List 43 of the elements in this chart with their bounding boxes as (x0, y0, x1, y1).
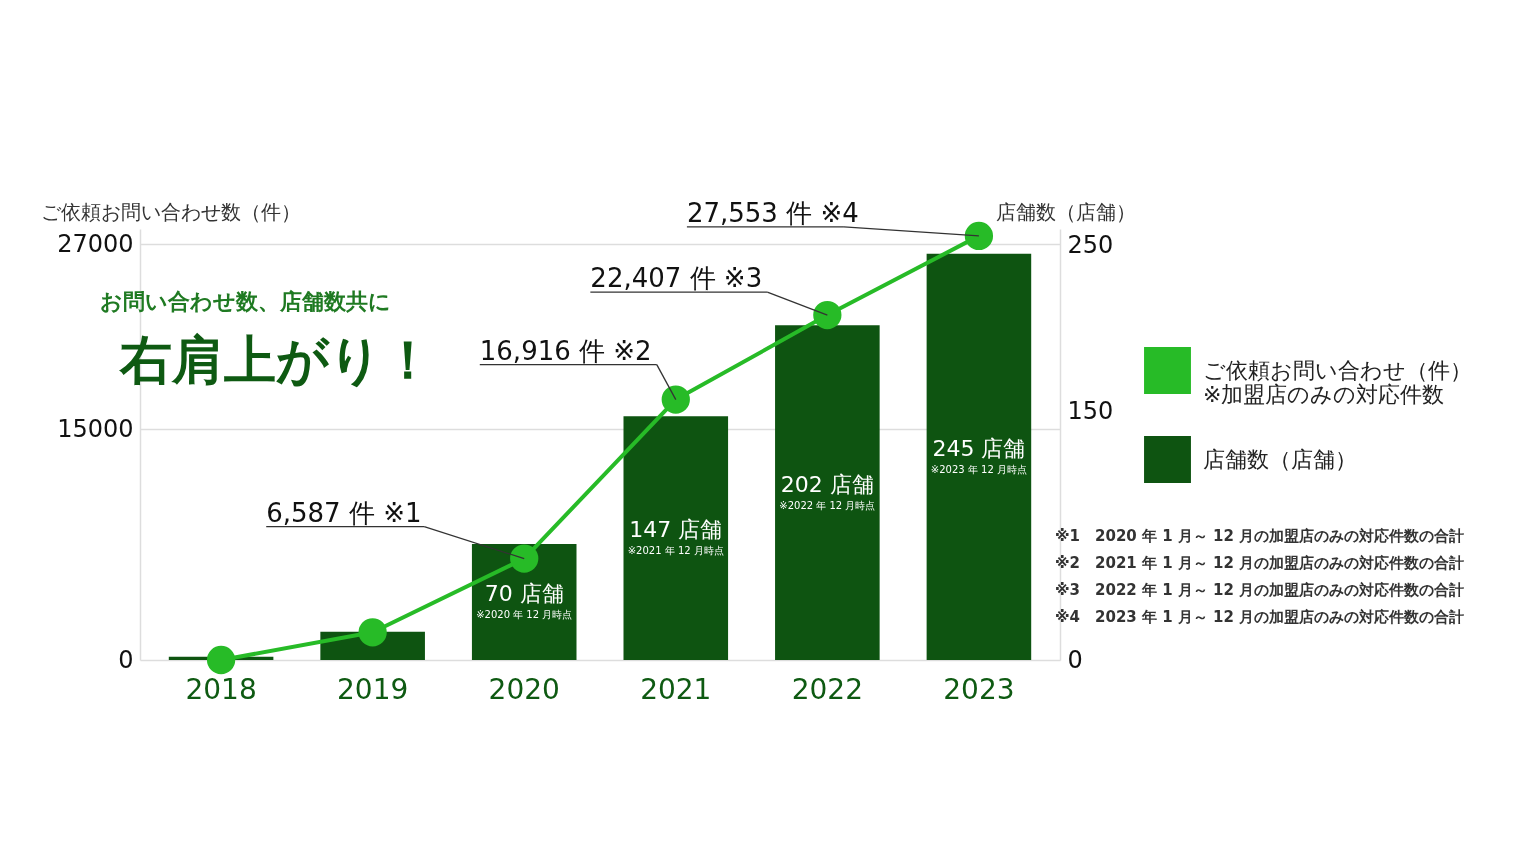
y-axis-title: ご依頼お問い合わせ数（件） (40, 199, 301, 224)
data-label: 202 店舗 (780, 471, 874, 497)
x-tick-label: 2022 (791, 672, 863, 706)
x-tick-label: 2023 (943, 672, 1015, 706)
x-tick-label: 2018 (185, 672, 257, 706)
annotation: ※1 2020 年 1 月～ 12 月の加盟店のみの対応件数の合計 (1055, 527, 1465, 545)
y-tick-label: 0 (118, 645, 134, 674)
y2-tick-label: 150 (1067, 396, 1114, 425)
annotation: 16,916 件 ※2 (479, 335, 652, 366)
text: 右肩上がり！ (118, 330, 434, 390)
point (813, 300, 842, 330)
annotation: 22,407 件 ※3 (590, 263, 763, 294)
y-tick-label: 15000 (57, 414, 134, 443)
bar (623, 416, 729, 660)
annotation: ※2 2021 年 1 月～ 12 月の加盟店のみの対応件数の合計 (1055, 554, 1465, 572)
legend-label: ご依頼お問い合わせ（件） ※加盟店のみの対応件数 (1203, 357, 1472, 407)
x-tick-label: 2021 (640, 672, 712, 706)
point (358, 618, 387, 647)
bar (926, 253, 1032, 660)
y2-tick-label: 250 (1067, 231, 1114, 260)
annotation: 27,553 件 ※4 (686, 197, 859, 228)
data-label: 70 店舗 (484, 580, 564, 606)
annotation: ※3 2022 年 1 月～ 12 月の加盟店のみの対応件数の合計 (1055, 581, 1465, 599)
point (510, 544, 539, 573)
annotation: ※2021 年 12 月時点 (627, 545, 724, 557)
annotation: ※2022 年 12 月時点 (779, 499, 876, 511)
y2-axis-title: 店舗数（店舗） (995, 199, 1136, 224)
x-tick-label: 2020 (488, 672, 560, 706)
annotation: ※2023 年 12 月時点 (930, 463, 1027, 475)
point (206, 645, 236, 675)
x-tick-label: 2019 (337, 672, 409, 706)
bar (775, 325, 880, 660)
data-label: 245 店舗 (932, 435, 1026, 461)
y2-tick-label: 0 (1067, 645, 1083, 674)
annotation: 6,587 件 ※1 (266, 497, 422, 528)
point (661, 385, 690, 414)
annotation: ※4 2023 年 1 月～ 12 月の加盟店のみの対応件数の合計 (1055, 608, 1465, 626)
data-label: 147 店舗 (629, 517, 723, 543)
legend-label: 店舗数（店舗） (1203, 446, 1357, 472)
annotation: ※2020 年 12 月時点 (476, 608, 573, 620)
point (964, 221, 994, 250)
y-tick-label: 27000 (57, 229, 134, 258)
text: お問い合わせ数、店舗数共に (100, 289, 391, 314)
